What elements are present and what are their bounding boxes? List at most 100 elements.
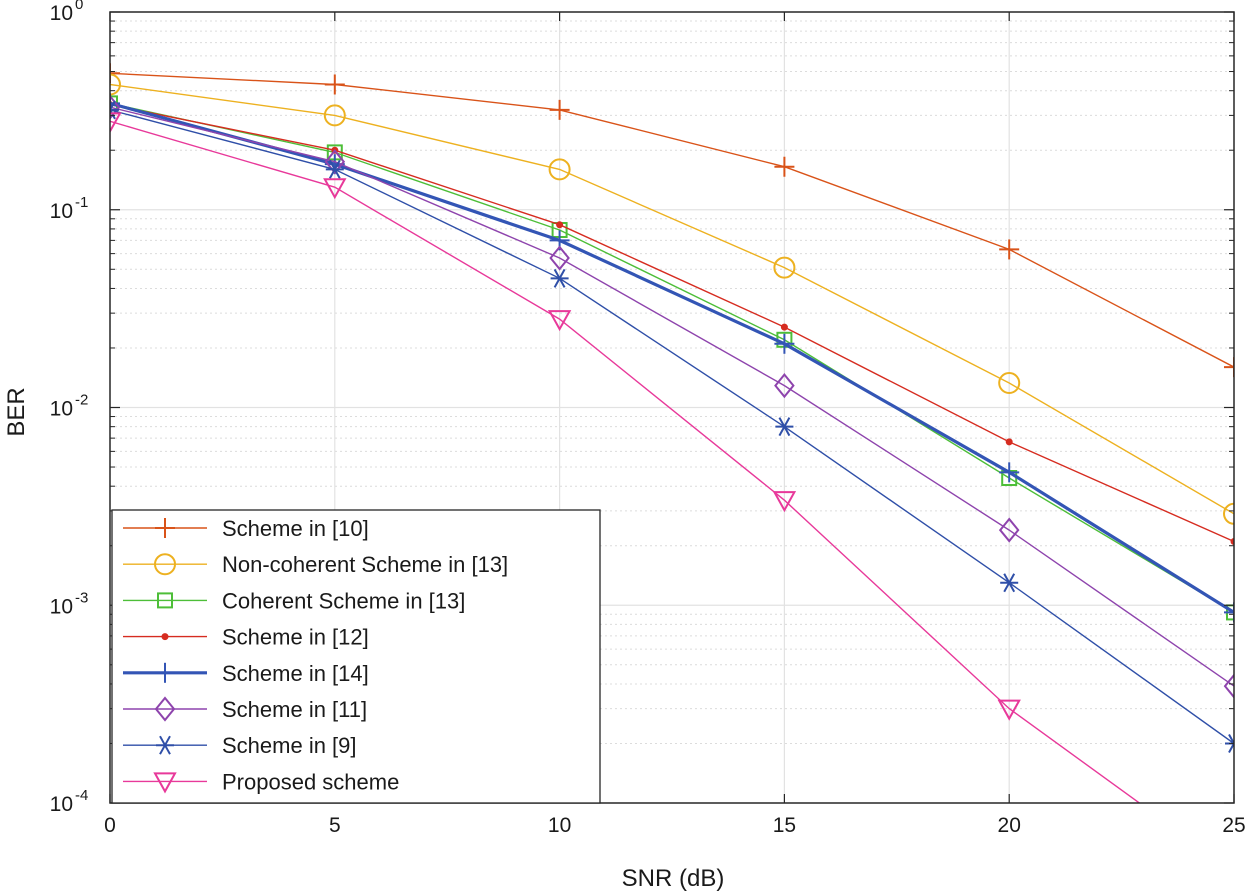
data-point-b [1228, 733, 1234, 746]
data-point-shape [556, 221, 564, 229]
data-point-c [1228, 741, 1234, 753]
data-point [1224, 602, 1234, 623]
series-1 [110, 63, 1234, 378]
legend-marker-shape [161, 633, 169, 641]
data-point-c [110, 100, 116, 112]
data-point [1223, 673, 1234, 699]
data-point [775, 417, 794, 437]
series-4 [110, 101, 1234, 546]
data-point [110, 73, 121, 96]
legend-box [111, 509, 601, 804]
data-point-c [553, 268, 566, 288]
data-point-shape [780, 323, 788, 331]
data-point-shape [772, 491, 797, 513]
data-point-shape [549, 245, 570, 271]
data-point-shape [547, 310, 572, 332]
x-tick-label: 25 [1222, 814, 1245, 837]
data-point-shape [1223, 673, 1234, 699]
data-point [997, 699, 1021, 721]
data-point [780, 323, 788, 331]
legend-label: Coherent Scheme in [13] [222, 588, 465, 613]
data-point-c [1003, 573, 1016, 593]
data-point-shape [1223, 502, 1234, 525]
legend-label: Scheme in [9] [222, 733, 357, 758]
legend-marker [157, 592, 173, 609]
data-point [110, 112, 122, 134]
legend-label: Scheme in [10] [222, 516, 369, 541]
data-point [774, 333, 795, 354]
legend-item-2: Non-coherent Scheme in [13] [123, 552, 508, 577]
legend-item-8: Proposed scheme [123, 769, 399, 794]
data-point [323, 178, 347, 200]
data-point [998, 372, 1021, 395]
series-line [110, 109, 1234, 745]
series-line [110, 104, 1234, 543]
legend-marker [161, 633, 169, 641]
data-point [549, 99, 570, 120]
data-point-shape [110, 73, 121, 96]
data-point [772, 491, 797, 513]
data-point [323, 104, 346, 127]
data-point [324, 149, 346, 175]
data-point [1005, 438, 1013, 446]
data-point [110, 63, 120, 84]
series-group [110, 63, 1234, 803]
legend-label: Proposed scheme [222, 769, 399, 794]
y-tick-exponent: -4 [75, 787, 88, 804]
legend-marker-shape [154, 696, 176, 722]
data-point [774, 373, 795, 399]
legend-label: Scheme in [11] [222, 697, 367, 722]
y-tick-label: 10 [50, 398, 73, 421]
legend-label: Non-coherent Scheme in [13] [222, 552, 508, 577]
y-tick-exponent: 0 [75, 0, 83, 13]
legend-marker [156, 735, 174, 755]
legend-marker [154, 553, 176, 576]
x-tick-label: 0 [104, 814, 116, 837]
legend-item-3: Coherent Scheme in [13] [123, 588, 465, 613]
x-tick-label: 5 [329, 814, 341, 837]
series-line [110, 106, 1234, 687]
x-tick-label: 15 [773, 814, 796, 837]
data-point [550, 268, 569, 288]
series-line [110, 120, 1141, 803]
data-point [548, 158, 571, 181]
data-point-shape [110, 94, 121, 120]
data-point-shape [110, 112, 122, 134]
x-axis-label: SNR (dB) [622, 865, 725, 892]
data-point [547, 310, 572, 332]
data-point-shape [324, 149, 346, 175]
x-tick-label: 20 [998, 814, 1021, 837]
y-tick-label: 10 [50, 200, 73, 223]
series-8 [110, 112, 1141, 803]
legend-label: Scheme in [12] [222, 625, 369, 650]
series-6 [110, 94, 1234, 699]
data-point [110, 94, 121, 120]
legend-marker [155, 662, 175, 683]
data-point-shape [998, 372, 1021, 395]
y-tick-label: 10 [50, 2, 73, 25]
data-point-shape [548, 158, 571, 181]
data-point [556, 221, 564, 229]
data-point [999, 462, 1020, 483]
y-tick-label: 10 [50, 793, 73, 816]
data-point [325, 159, 344, 179]
legend-item-7: Scheme in [9] [123, 733, 357, 758]
legend-marker [154, 696, 176, 722]
series-2 [110, 73, 1234, 525]
legend-item-1: Scheme in [10] [123, 516, 369, 541]
data-point-shape [773, 256, 796, 279]
series-line [110, 72, 1234, 368]
legend-item-4: Scheme in [12] [123, 625, 369, 650]
legend-label: Scheme in [14] [222, 661, 369, 686]
legend-item-6: Scheme in [11] [123, 696, 367, 722]
series-line [110, 83, 1234, 515]
data-point [324, 74, 345, 95]
data-point [1223, 502, 1234, 525]
legend-marker [153, 772, 177, 794]
legend-marker-shape [157, 592, 173, 609]
data-point-shape [323, 104, 346, 127]
data-point-shape [323, 178, 347, 200]
y-tick-label: 10 [50, 595, 73, 618]
data-point [774, 156, 795, 177]
